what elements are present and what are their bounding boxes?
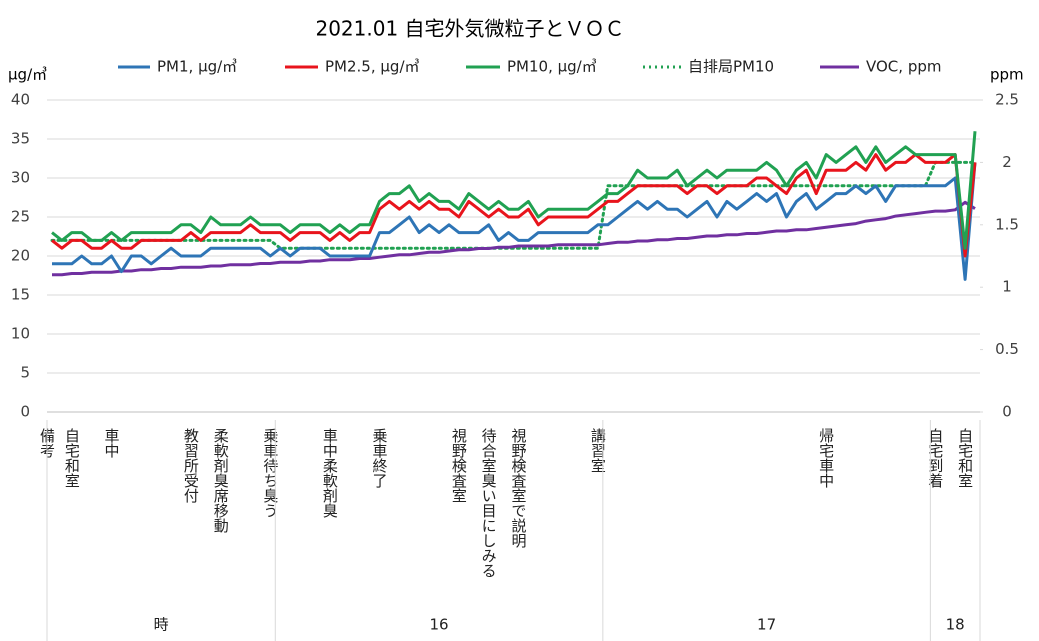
- y-tick-label: 30: [11, 169, 30, 187]
- x-tick-label: 車中: [103, 428, 121, 458]
- x-tick-label: 自宅和室: [63, 428, 81, 488]
- x-tick-label: 車中柔軟剤臭: [321, 428, 339, 518]
- x-tick-label: 乗車待ち臭う: [261, 428, 279, 518]
- group-label: 時: [154, 616, 169, 634]
- x-tick-label: 待合室臭い目にしみる: [480, 428, 498, 578]
- x-tick-label: 視野検査室: [450, 428, 468, 503]
- x-tick-label: 乗車終了: [371, 428, 389, 488]
- y2-tick-label: 0.5: [995, 340, 1019, 358]
- legend-label: PM10, μg/㎥: [507, 58, 597, 76]
- x-tick-label: 帰宅車中: [817, 427, 835, 488]
- y2-tick-label: 1: [1002, 278, 1012, 296]
- y-tick-label: 0: [20, 403, 30, 421]
- y-tick-label: 15: [11, 286, 30, 304]
- group-label: 16: [430, 616, 449, 634]
- y2-tick-label: 1.5: [995, 215, 1019, 233]
- x-tick-label: 自宅和室: [956, 428, 974, 488]
- legend-label: VOC, ppm: [866, 58, 941, 76]
- y-tick-label: 10: [11, 325, 30, 343]
- x-tick-label: 教習所受付: [182, 428, 200, 504]
- y-tick-label: 25: [11, 208, 30, 226]
- series-line: [51, 131, 977, 250]
- y2-tick-label: 2.5: [995, 91, 1019, 109]
- y-axis-label: μg/㎥: [8, 66, 47, 84]
- x-tick-label: 視野検査室で説明: [509, 428, 527, 549]
- x-tick-label: 自宅到着: [926, 428, 944, 488]
- series-line: [52, 200, 976, 277]
- series-line: [50, 160, 977, 250]
- legend-label: 自排局PM10: [688, 58, 774, 76]
- legend-label: PM1, μg/㎥: [157, 58, 237, 76]
- y2-tick-label: 0: [1002, 403, 1012, 421]
- x-tick-label: 柔軟剤臭席移動: [212, 428, 230, 534]
- series-line: [52, 162, 977, 281]
- group-label: 18: [946, 616, 965, 634]
- y-tick-label: 20: [11, 247, 30, 265]
- legend-label: PM2.5, μg/㎥: [325, 58, 420, 76]
- y-tick-label: 35: [11, 130, 30, 148]
- series-line: [51, 153, 977, 258]
- x-tick-label: 講習室: [589, 428, 607, 473]
- y-tick-label: 5: [20, 364, 30, 382]
- chart-title: 2021.01 自宅外気微粒子とＶＯＣ: [315, 17, 624, 41]
- y2-axis-label: ppm: [990, 66, 1024, 84]
- y2-tick-label: 2: [1002, 153, 1012, 171]
- y-tick-label: 40: [11, 91, 30, 109]
- group-label: 17: [757, 616, 776, 634]
